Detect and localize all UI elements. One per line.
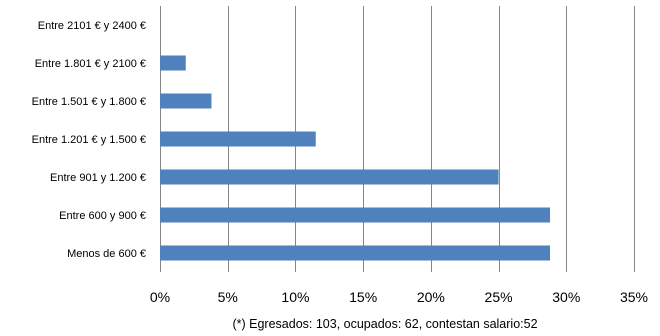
x-tick-label: 30% — [552, 289, 580, 305]
bar — [160, 169, 499, 185]
bars — [160, 55, 551, 261]
category-labels: Entre 2101 € y 2400 € Entre 1.801 € y 210… — [32, 20, 146, 260]
bar — [160, 55, 186, 71]
x-tick-labels: 0% 5% 10% 15% 20% 25% 30% 35% — [150, 289, 648, 305]
category-label: Entre 1.201 € y 1.500 € — [32, 134, 146, 146]
x-tick-label: 15% — [349, 289, 377, 305]
bar — [160, 93, 212, 109]
category-label: Entre 600 y 900 € — [59, 210, 146, 222]
category-label: Entre 1.501 € y 1.800 € — [32, 96, 146, 108]
category-label: Entre 1.801 € y 2100 € — [35, 58, 146, 70]
x-tick-label: 10% — [281, 289, 309, 305]
footnote: (*) Egresados: 103, ocupados: 62, contes… — [232, 317, 537, 331]
x-tick-label: 25% — [485, 289, 513, 305]
bar — [160, 245, 551, 261]
bar — [160, 207, 551, 223]
x-tick-label: 35% — [620, 289, 648, 305]
category-label: Entre 2101 € y 2400 € — [38, 20, 146, 32]
bar — [160, 131, 316, 147]
x-tick-label: 0% — [150, 289, 170, 305]
category-label: Entre 901 y 1.200 € — [50, 172, 146, 184]
x-tick-label: 5% — [218, 289, 238, 305]
x-tick-label: 20% — [417, 289, 445, 305]
category-label: Menos de 600 € — [67, 248, 146, 260]
